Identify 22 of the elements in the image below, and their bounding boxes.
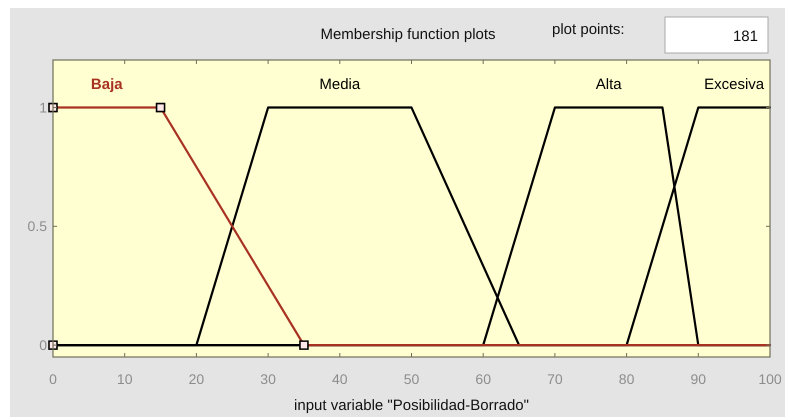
x-axis-title: input variable "Posibilidad-Borrado" (294, 397, 529, 414)
x-tick-label: 90 (690, 371, 706, 387)
text: 181 (732, 28, 758, 45)
y-tick-label: 0.5 (28, 218, 48, 234)
x-tick-label: 50 (404, 371, 420, 387)
x-tick-label: 30 (260, 371, 276, 387)
series-label: Baja (90, 76, 124, 94)
series-label: Media (319, 76, 361, 94)
series-label: Excesiva (704, 76, 765, 94)
x-tick-label: 20 (188, 371, 204, 387)
y-tick-label: 0 (39, 337, 48, 354)
x-tick-label: 70 (547, 371, 563, 387)
x-tick-label: 40 (332, 371, 348, 387)
x-tick-label: 60 (475, 371, 492, 387)
x-tick-label: 0 (49, 371, 58, 387)
text: plot points: (552, 21, 625, 38)
series-label: Alta (596, 76, 622, 94)
y-tick-label: 1 (39, 99, 48, 116)
x-tick-label: 80 (618, 371, 635, 387)
x-tick-label: 100 (758, 371, 782, 387)
chart-title: Membership function plots (320, 26, 496, 43)
x-tick-label: 10 (116, 371, 133, 387)
